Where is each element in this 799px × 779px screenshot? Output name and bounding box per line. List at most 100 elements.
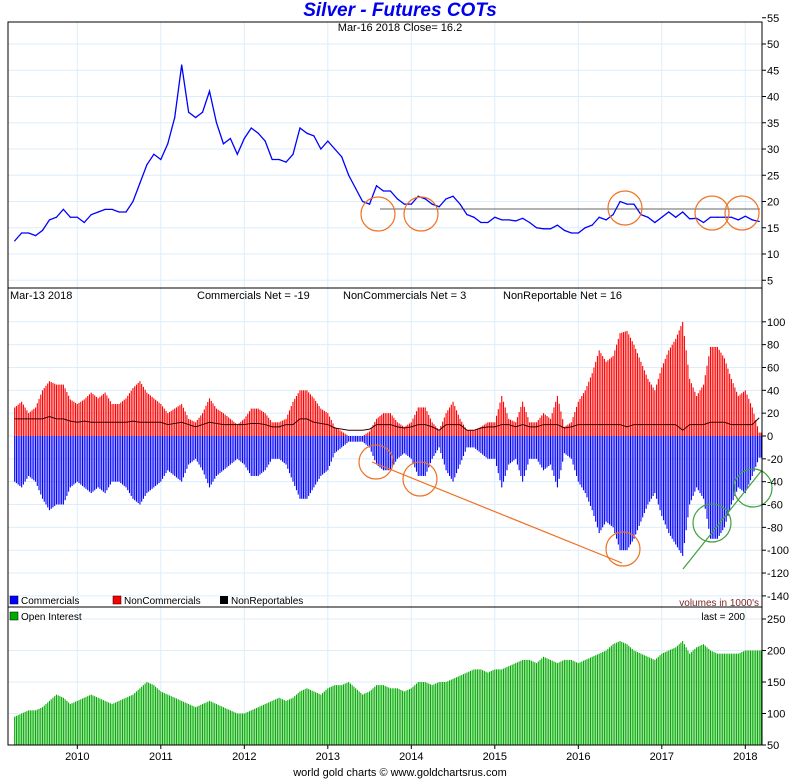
commercials-bar bbox=[128, 436, 131, 494]
open-interest-bar bbox=[363, 693, 365, 745]
commercials-bar bbox=[682, 436, 684, 556]
noncommercials-bar bbox=[269, 420, 271, 436]
price-point bbox=[320, 148, 322, 150]
commercials-bar bbox=[332, 436, 334, 458]
noncommercials-bar bbox=[151, 396, 153, 436]
commercials-bar bbox=[261, 436, 263, 474]
price-point bbox=[487, 221, 489, 224]
commercials-bar bbox=[203, 436, 205, 475]
noncommercials-bar bbox=[485, 423, 487, 436]
commercials-bar bbox=[275, 436, 277, 459]
noncommercials-bar bbox=[729, 373, 731, 436]
commercials-bar bbox=[80, 436, 82, 485]
commercials-bar bbox=[675, 436, 677, 545]
open-interest-bar bbox=[379, 685, 381, 745]
open-interest-bar bbox=[739, 652, 741, 745]
noncommercials-bar bbox=[574, 412, 576, 436]
open-interest-bar bbox=[598, 653, 600, 745]
open-interest-bar bbox=[80, 699, 82, 745]
open-interest-bar bbox=[174, 697, 176, 745]
open-interest-bar bbox=[217, 704, 219, 745]
commercials-bar bbox=[603, 436, 605, 525]
commercials-bar bbox=[452, 436, 454, 482]
noncommercials-bar bbox=[433, 424, 435, 436]
commercials-bar bbox=[229, 436, 231, 465]
noncommercials-bar bbox=[436, 428, 438, 436]
noncommercials-bar bbox=[447, 410, 449, 436]
open-interest-bar bbox=[106, 701, 108, 745]
price-point bbox=[528, 221, 531, 224]
commercials-bar bbox=[494, 436, 496, 459]
open-interest-bar bbox=[22, 712, 24, 745]
highlight-circle bbox=[358, 444, 394, 480]
commercials-bar bbox=[130, 436, 132, 496]
open-interest-bar bbox=[730, 653, 732, 745]
open-interest-bar bbox=[170, 696, 172, 745]
noncommercials-bar bbox=[650, 384, 652, 436]
open-interest-bar bbox=[732, 653, 734, 745]
noncommercials-bar bbox=[593, 367, 595, 436]
commercials-bar bbox=[193, 436, 195, 461]
noncommercials-bar bbox=[316, 403, 318, 436]
price-point bbox=[758, 220, 760, 223]
open-interest-bar bbox=[741, 652, 743, 745]
noncommercials-bar bbox=[306, 390, 308, 436]
price-point bbox=[410, 203, 412, 205]
commercials-bar bbox=[348, 436, 350, 442]
commercials-bar bbox=[346, 436, 348, 444]
noncommercials-bar bbox=[683, 336, 685, 436]
price-point bbox=[570, 232, 572, 234]
open-interest-bar bbox=[365, 693, 367, 745]
commercials-bar bbox=[59, 436, 61, 505]
open-interest-bar bbox=[532, 661, 534, 745]
noncommercials-bar bbox=[254, 408, 256, 436]
open-interest-bar bbox=[318, 693, 320, 745]
commercials-bar bbox=[482, 436, 484, 455]
legend-swatch-noncommercials bbox=[112, 595, 122, 605]
open-interest-bar bbox=[431, 685, 433, 745]
noncommercials-bar bbox=[468, 430, 470, 436]
noncommercials-bar bbox=[330, 420, 332, 436]
x-tick-label: 2016 bbox=[566, 751, 590, 763]
price-point bbox=[675, 216, 677, 218]
commercials-bar bbox=[120, 436, 122, 484]
open-interest-bar bbox=[161, 692, 164, 745]
noncommercials-bar bbox=[36, 403, 38, 436]
noncommercials-bar bbox=[95, 396, 97, 436]
noncommercials-bar bbox=[673, 341, 675, 436]
commercials-bar bbox=[532, 436, 534, 459]
commercials-bar bbox=[308, 436, 310, 496]
y-tick-label: -140 bbox=[767, 591, 789, 603]
noncommercials-bar bbox=[297, 393, 299, 436]
commercials-bar bbox=[236, 436, 238, 459]
commercials-bar bbox=[172, 436, 174, 475]
commercials-bar bbox=[631, 436, 633, 542]
noncommercials-bar bbox=[598, 350, 600, 436]
noncommercials-bar bbox=[17, 404, 19, 436]
open-interest-bar bbox=[398, 689, 400, 745]
noncommercials-bar bbox=[555, 401, 557, 436]
open-interest-bar bbox=[35, 710, 37, 745]
open-interest-bar bbox=[429, 684, 431, 745]
commercials-bar bbox=[266, 436, 268, 468]
open-interest-bar bbox=[751, 650, 753, 745]
y-tick-label: -20 bbox=[767, 454, 783, 466]
price-point bbox=[361, 200, 364, 203]
open-interest-bar bbox=[560, 661, 562, 745]
commercials-bar bbox=[311, 436, 313, 491]
price-point bbox=[744, 215, 746, 217]
commercials-bar bbox=[288, 436, 291, 474]
commercials-bar bbox=[410, 436, 412, 459]
noncommercials-bar bbox=[142, 386, 144, 436]
open-interest-bar bbox=[529, 659, 531, 745]
noncommercials-bar bbox=[502, 401, 505, 436]
noncommercials-bar bbox=[52, 382, 54, 436]
price-point bbox=[355, 187, 357, 189]
noncommercials-bar bbox=[675, 338, 677, 436]
open-interest-bar bbox=[466, 672, 468, 745]
commercials-bar bbox=[153, 436, 155, 488]
noncommercials-bar bbox=[144, 389, 146, 436]
open-interest-bar bbox=[64, 699, 66, 745]
noncommercials-bar bbox=[548, 417, 550, 436]
open-interest-bar bbox=[254, 708, 256, 745]
